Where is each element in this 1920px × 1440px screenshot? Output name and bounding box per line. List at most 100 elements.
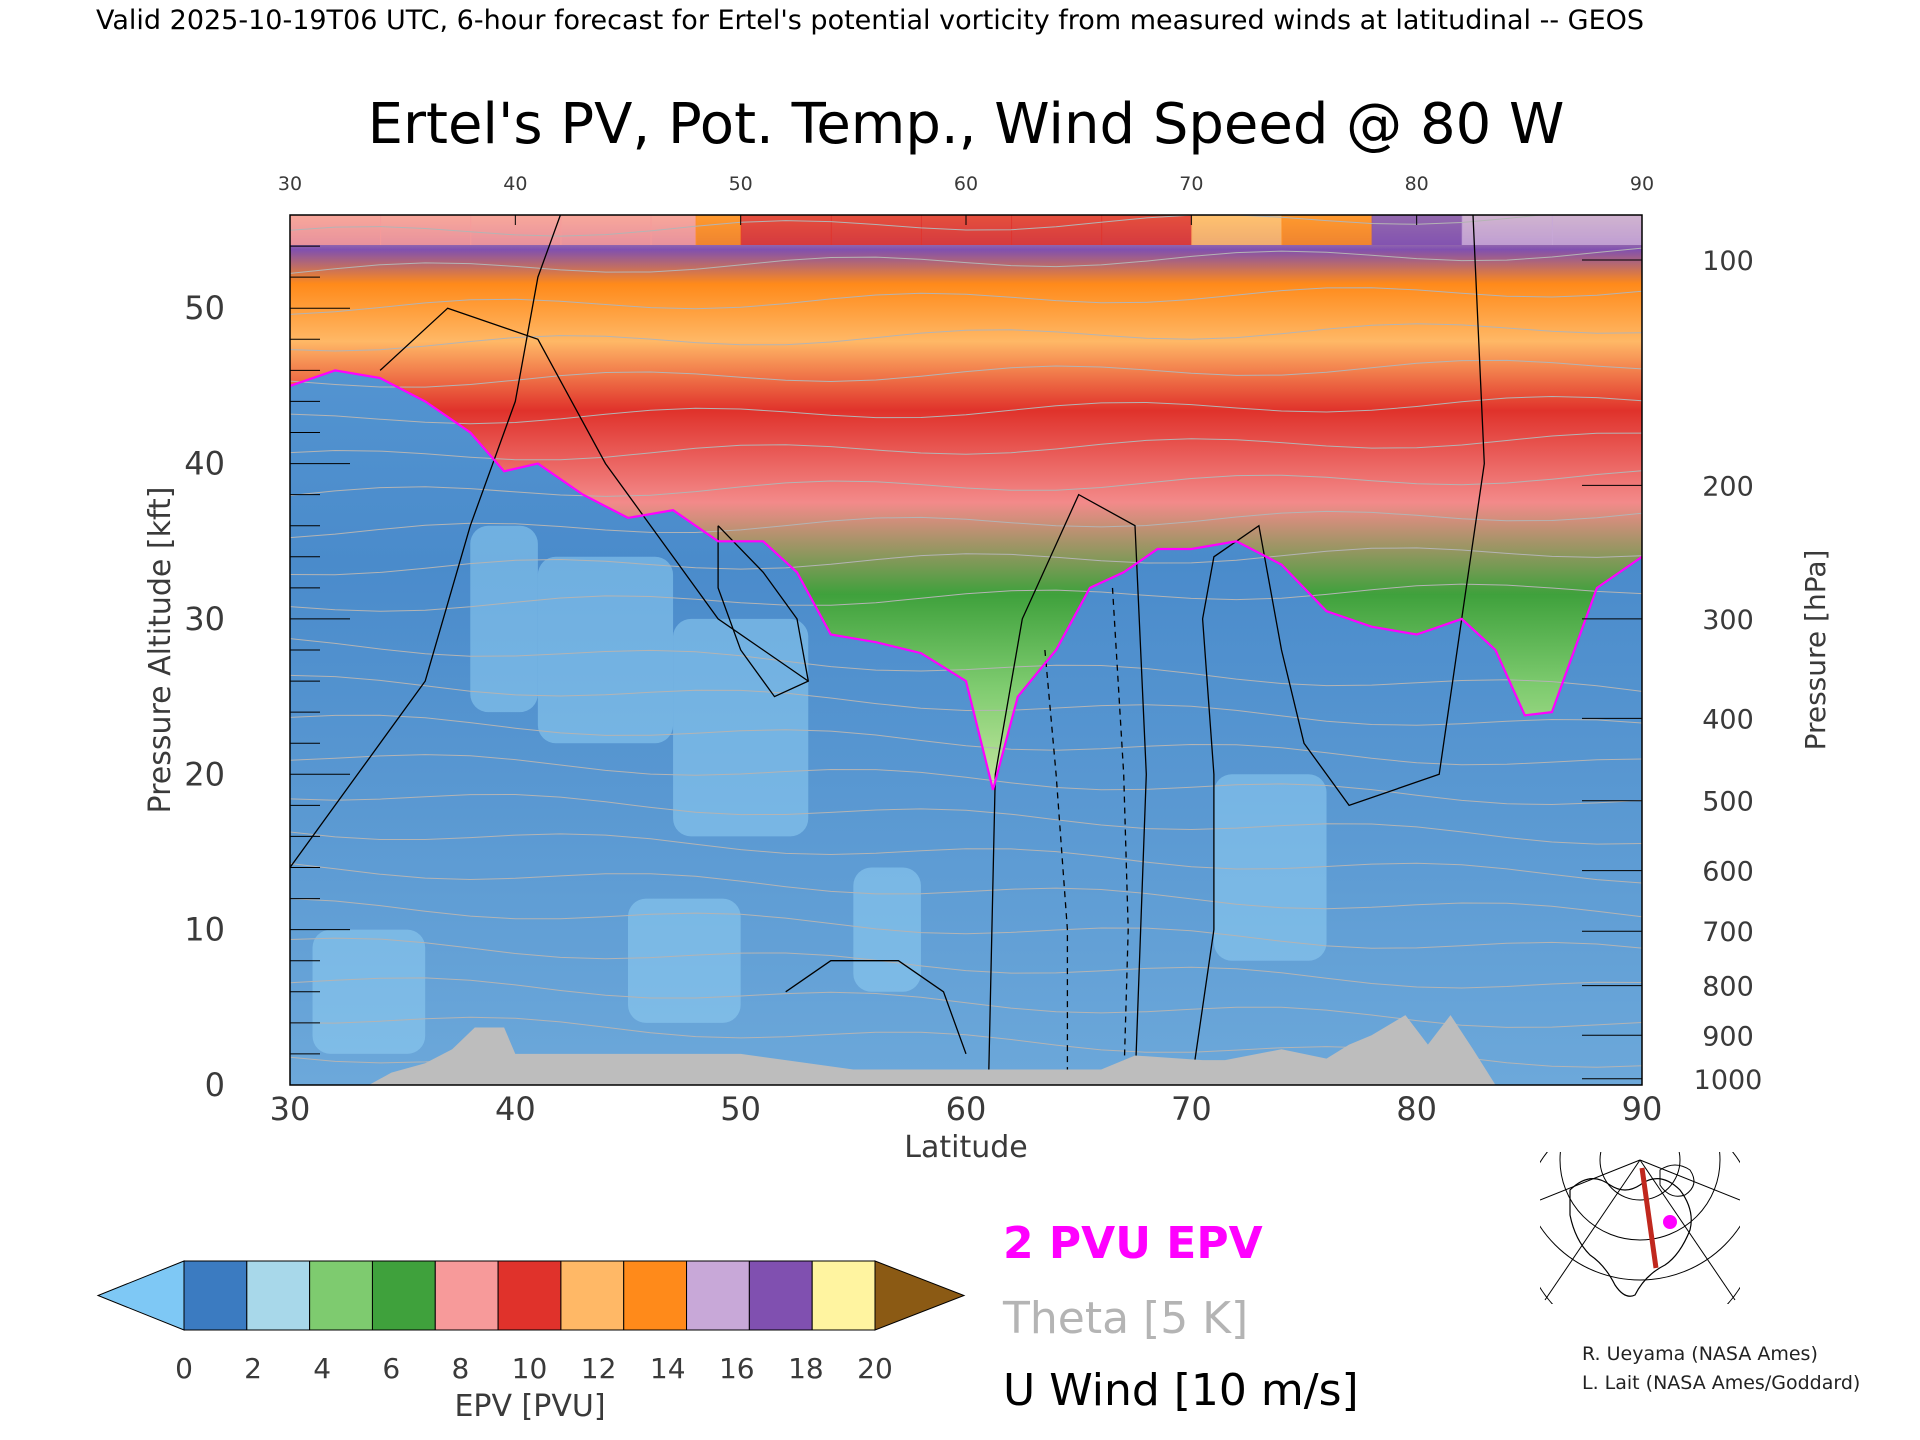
inset-map [1540, 1152, 1740, 1304]
colorbar: 0 2 4 6 8 10 12 14 16 18 20 [96, 1260, 966, 1385]
location-marker [1663, 1215, 1677, 1229]
stratosphere-fill [290, 215, 1642, 790]
u-wind-contour [290, 215, 562, 868]
theta-contour [290, 287, 1642, 315]
y-tick-label: 20 [184, 755, 225, 793]
credit-line-2: L. Lait (NASA Ames/Goddard) [1582, 1372, 1860, 1394]
x-tick-label: 40 [495, 1090, 536, 1128]
colorbar-segment [811, 1260, 876, 1331]
colorbar-tick-label: 18 [788, 1352, 824, 1385]
pressure-tick-label: 900 [1702, 1021, 1754, 1052]
theta-contour [290, 432, 1642, 461]
y-axis-label: Pressure Altitude [kft] [143, 487, 178, 814]
legend-u-wind: U Wind [10 m/s] [1003, 1365, 1359, 1416]
pressure-tick-label: 200 [1702, 471, 1754, 502]
colorbar-tick-label: 14 [650, 1352, 686, 1385]
y-tick-label: 50 [184, 289, 225, 327]
u-wind-contour [1111, 587, 1129, 1085]
theta-contour [290, 323, 1642, 352]
top-band-cell [1281, 215, 1373, 245]
u-wind-contour [717, 525, 810, 698]
credit-line-1: R. Ueyama (NASA Ames) [1582, 1343, 1818, 1365]
x-tick-label: 60 [946, 1090, 987, 1128]
pressure-tick-labels: 100 200 300 400 500 600 700 800 900 1000 [1694, 246, 1763, 1096]
pressure-tick-label: 300 [1702, 605, 1754, 636]
pressure-tick-label: 800 [1702, 972, 1754, 1003]
colorbar-tick-label: 16 [719, 1352, 755, 1385]
topography [290, 1015, 1496, 1085]
colorbar-tick-label: 20 [857, 1352, 893, 1385]
theta-contour [290, 510, 1642, 539]
colorbar-tick-label: 10 [512, 1352, 548, 1385]
theta-contour [290, 395, 1642, 425]
colorbar-tick-label: 6 [382, 1352, 400, 1385]
pressure-tick-label: 600 [1702, 857, 1754, 888]
top-band-cell [470, 215, 562, 245]
theta-contour [290, 714, 1642, 766]
theta-contour [290, 754, 1642, 806]
colorbar-tick-label: 8 [451, 1352, 469, 1385]
theta-contour [290, 863, 1642, 918]
theta-contour [290, 547, 1642, 576]
light-epv-patch [470, 525, 538, 713]
top-band-cell [830, 215, 922, 245]
colorbar-tick-label: 0 [175, 1352, 193, 1385]
pressure-tick-label: 1000 [1694, 1065, 1763, 1096]
y-tick-label: 30 [184, 600, 225, 638]
theta-contour [290, 638, 1642, 692]
theta-contour [290, 977, 1642, 1028]
colorbar-tick-label: 12 [581, 1352, 617, 1385]
u-wind-contour [987, 493, 1147, 1085]
pressure-tick-label: 400 [1702, 704, 1754, 735]
x-tick-label: 50 [720, 1090, 761, 1128]
x-tick-label: 70 [1171, 1090, 1212, 1128]
top-band-cell [1461, 215, 1553, 245]
theta-contour [290, 898, 1642, 949]
top-band-cell [290, 215, 382, 245]
cross-section-line [1639, 1167, 1659, 1269]
y-tick-label: 0 [205, 1066, 225, 1104]
top-tick-label: 30 [278, 173, 302, 195]
x-tick-label: 80 [1396, 1090, 1437, 1128]
colorbar-segment [497, 1260, 562, 1331]
colorbar-tick-label: 2 [244, 1352, 262, 1385]
u-wind-contour [785, 960, 967, 1055]
y-tick-label: 40 [184, 445, 225, 483]
top-band-cell [1551, 215, 1642, 245]
colorbar-over-arrow [874, 1260, 966, 1331]
theta-contour [290, 793, 1642, 845]
colorbar-segment [686, 1260, 750, 1331]
legend-theta: Theta [5 K] [1002, 1293, 1248, 1344]
x-axis-label: Latitude [904, 1130, 1027, 1165]
theta-contour [290, 470, 1642, 497]
top-band-cell [380, 215, 472, 245]
top-band-cell [1011, 215, 1103, 245]
top-band-cell [560, 215, 652, 245]
top-tick-label: 60 [954, 173, 978, 195]
colorbar-segment [623, 1260, 688, 1331]
top-tick-label: 50 [729, 173, 753, 195]
x-tick-label: 30 [270, 1090, 311, 1128]
top-tick-label: 40 [503, 173, 527, 195]
theta-contour [290, 937, 1642, 989]
u-wind-contour [379, 307, 809, 682]
pressure-tick-label: 700 [1702, 917, 1754, 948]
x-tick-label: 90 [1622, 1090, 1663, 1128]
light-epv-patch [628, 898, 741, 1023]
colorbar-segment [183, 1260, 248, 1331]
x-tick-labels: 30 40 50 60 70 80 90 [270, 1090, 1663, 1128]
colorbar-segment [371, 1260, 436, 1331]
light-epv-patch [537, 556, 674, 744]
theta-contour [290, 247, 1642, 274]
y-tick-label: 10 [184, 911, 225, 949]
valid-time-header: Valid 2025-10-19T06 UTC, 6-hour forecast… [96, 5, 1644, 36]
colorbar-segment [309, 1260, 373, 1331]
y-tick-labels: 0 10 20 30 40 50 [184, 289, 225, 1104]
legend-2pvu: 2 PVU EPV [1003, 1218, 1263, 1269]
two-pvu-contour [290, 369, 1642, 791]
top-tick-label: 90 [1630, 173, 1654, 195]
axis-ticks [289, 214, 1643, 1086]
theta-contour [290, 831, 1642, 884]
light-epv-patch [1213, 774, 1327, 961]
